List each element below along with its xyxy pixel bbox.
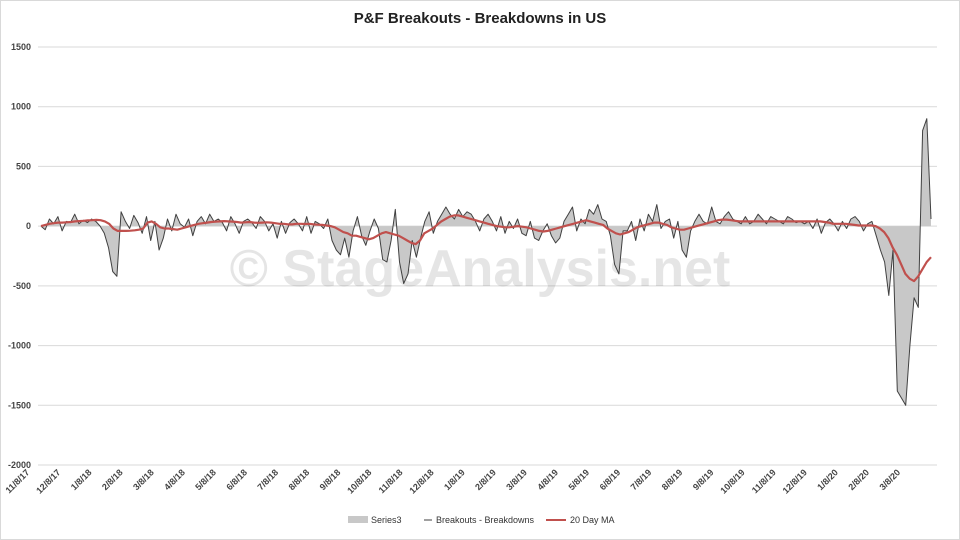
x-tick-label: 10/8/19 — [718, 467, 746, 495]
watermark: © StageAnalysis.net — [230, 240, 731, 298]
series-line-20-day-ma — [40, 214, 932, 283]
x-tick-label: 7/8/19 — [629, 467, 654, 492]
x-tick-label: 3/8/19 — [504, 467, 529, 492]
chart-title: P&F Breakouts - Breakdowns in US — [353, 10, 607, 27]
legend-swatch — [348, 516, 368, 523]
y-tick-label: 500 — [16, 161, 31, 171]
y-tick-label: -1500 — [8, 400, 31, 410]
x-tick-label: 12/8/19 — [781, 467, 809, 495]
x-tick-label: 7/8/18 — [255, 467, 280, 492]
x-tick-label: 12/8/17 — [34, 467, 62, 495]
series-line-breakouts-breakdowns — [40, 118, 932, 406]
x-tick-label: 8/8/19 — [660, 467, 685, 492]
legend-label: Series3 — [371, 515, 402, 525]
x-tick-label: 2/8/19 — [473, 467, 498, 492]
x-tick-label: 10/8/18 — [345, 467, 373, 495]
x-axis: 11/8/17 12/8/17 1/8/18 2/8/18 3/8/18 4/8/18 5/… — [3, 467, 902, 495]
y-tick-label: -1000 — [8, 341, 31, 351]
x-tick-label: 5/8/19 — [566, 467, 591, 492]
series-layer — [40, 118, 932, 406]
legend-label: Breakouts - Breakdowns — [436, 515, 535, 525]
x-tick-label: 11/8/17 — [3, 467, 31, 495]
x-tick-label: 3/8/18 — [131, 467, 156, 492]
x-tick-label: 8/8/18 — [287, 467, 312, 492]
x-tick-label: 1/8/20 — [815, 467, 840, 492]
x-tick-label: 2/8/20 — [846, 467, 871, 492]
y-axis: 1500 1000 500 0 -500 -1000 -1500 -2000 — [8, 42, 31, 470]
x-tick-label: 1/8/19 — [442, 467, 467, 492]
grid — [38, 46, 937, 466]
x-tick-label: 4/8/18 — [162, 467, 187, 492]
x-tick-label: 4/8/19 — [535, 467, 560, 492]
x-tick-label: 6/8/19 — [598, 467, 623, 492]
y-tick-label: 0 — [26, 221, 31, 231]
y-tick-label: 1000 — [11, 102, 31, 112]
x-tick-label: 1/8/18 — [69, 467, 94, 492]
x-tick-label: 2/8/18 — [100, 467, 125, 492]
x-tick-label: 11/8/18 — [377, 467, 405, 495]
x-tick-label: 11/8/19 — [750, 467, 778, 495]
x-tick-label: 3/8/20 — [877, 467, 902, 492]
y-tick-label: -500 — [13, 281, 31, 291]
y-tick-label: -2000 — [8, 460, 31, 470]
legend: Series3 Breakouts - Breakdowns 20 Day MA — [348, 515, 615, 525]
x-tick-label: 9/8/18 — [318, 467, 343, 492]
x-tick-label: 9/8/19 — [691, 467, 716, 492]
x-tick-label: 12/8/18 — [407, 467, 435, 495]
legend-label: 20 Day MA — [570, 515, 615, 525]
x-tick-label: 5/8/18 — [193, 467, 218, 492]
x-tick-label: 6/8/18 — [224, 467, 249, 492]
y-tick-label: 1500 — [11, 42, 31, 52]
